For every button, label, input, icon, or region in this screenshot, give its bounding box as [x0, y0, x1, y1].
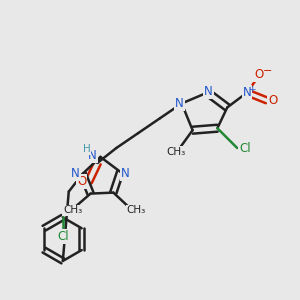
Text: N: N: [204, 85, 213, 98]
Text: Cl: Cl: [239, 142, 251, 154]
Text: N: N: [175, 97, 184, 110]
Text: −: −: [263, 66, 273, 76]
Text: CH₃: CH₃: [63, 206, 82, 215]
Text: O: O: [77, 175, 86, 188]
Text: CH₃: CH₃: [127, 206, 146, 215]
Text: N: N: [121, 167, 130, 180]
Text: +: +: [248, 85, 256, 94]
Text: N: N: [243, 86, 251, 99]
Text: O: O: [254, 68, 264, 81]
Text: CH₃: CH₃: [166, 147, 185, 157]
Text: N: N: [88, 149, 97, 162]
Text: H: H: [83, 144, 91, 154]
Text: Cl: Cl: [57, 230, 69, 243]
Text: O: O: [268, 94, 278, 107]
Text: N: N: [71, 167, 80, 180]
